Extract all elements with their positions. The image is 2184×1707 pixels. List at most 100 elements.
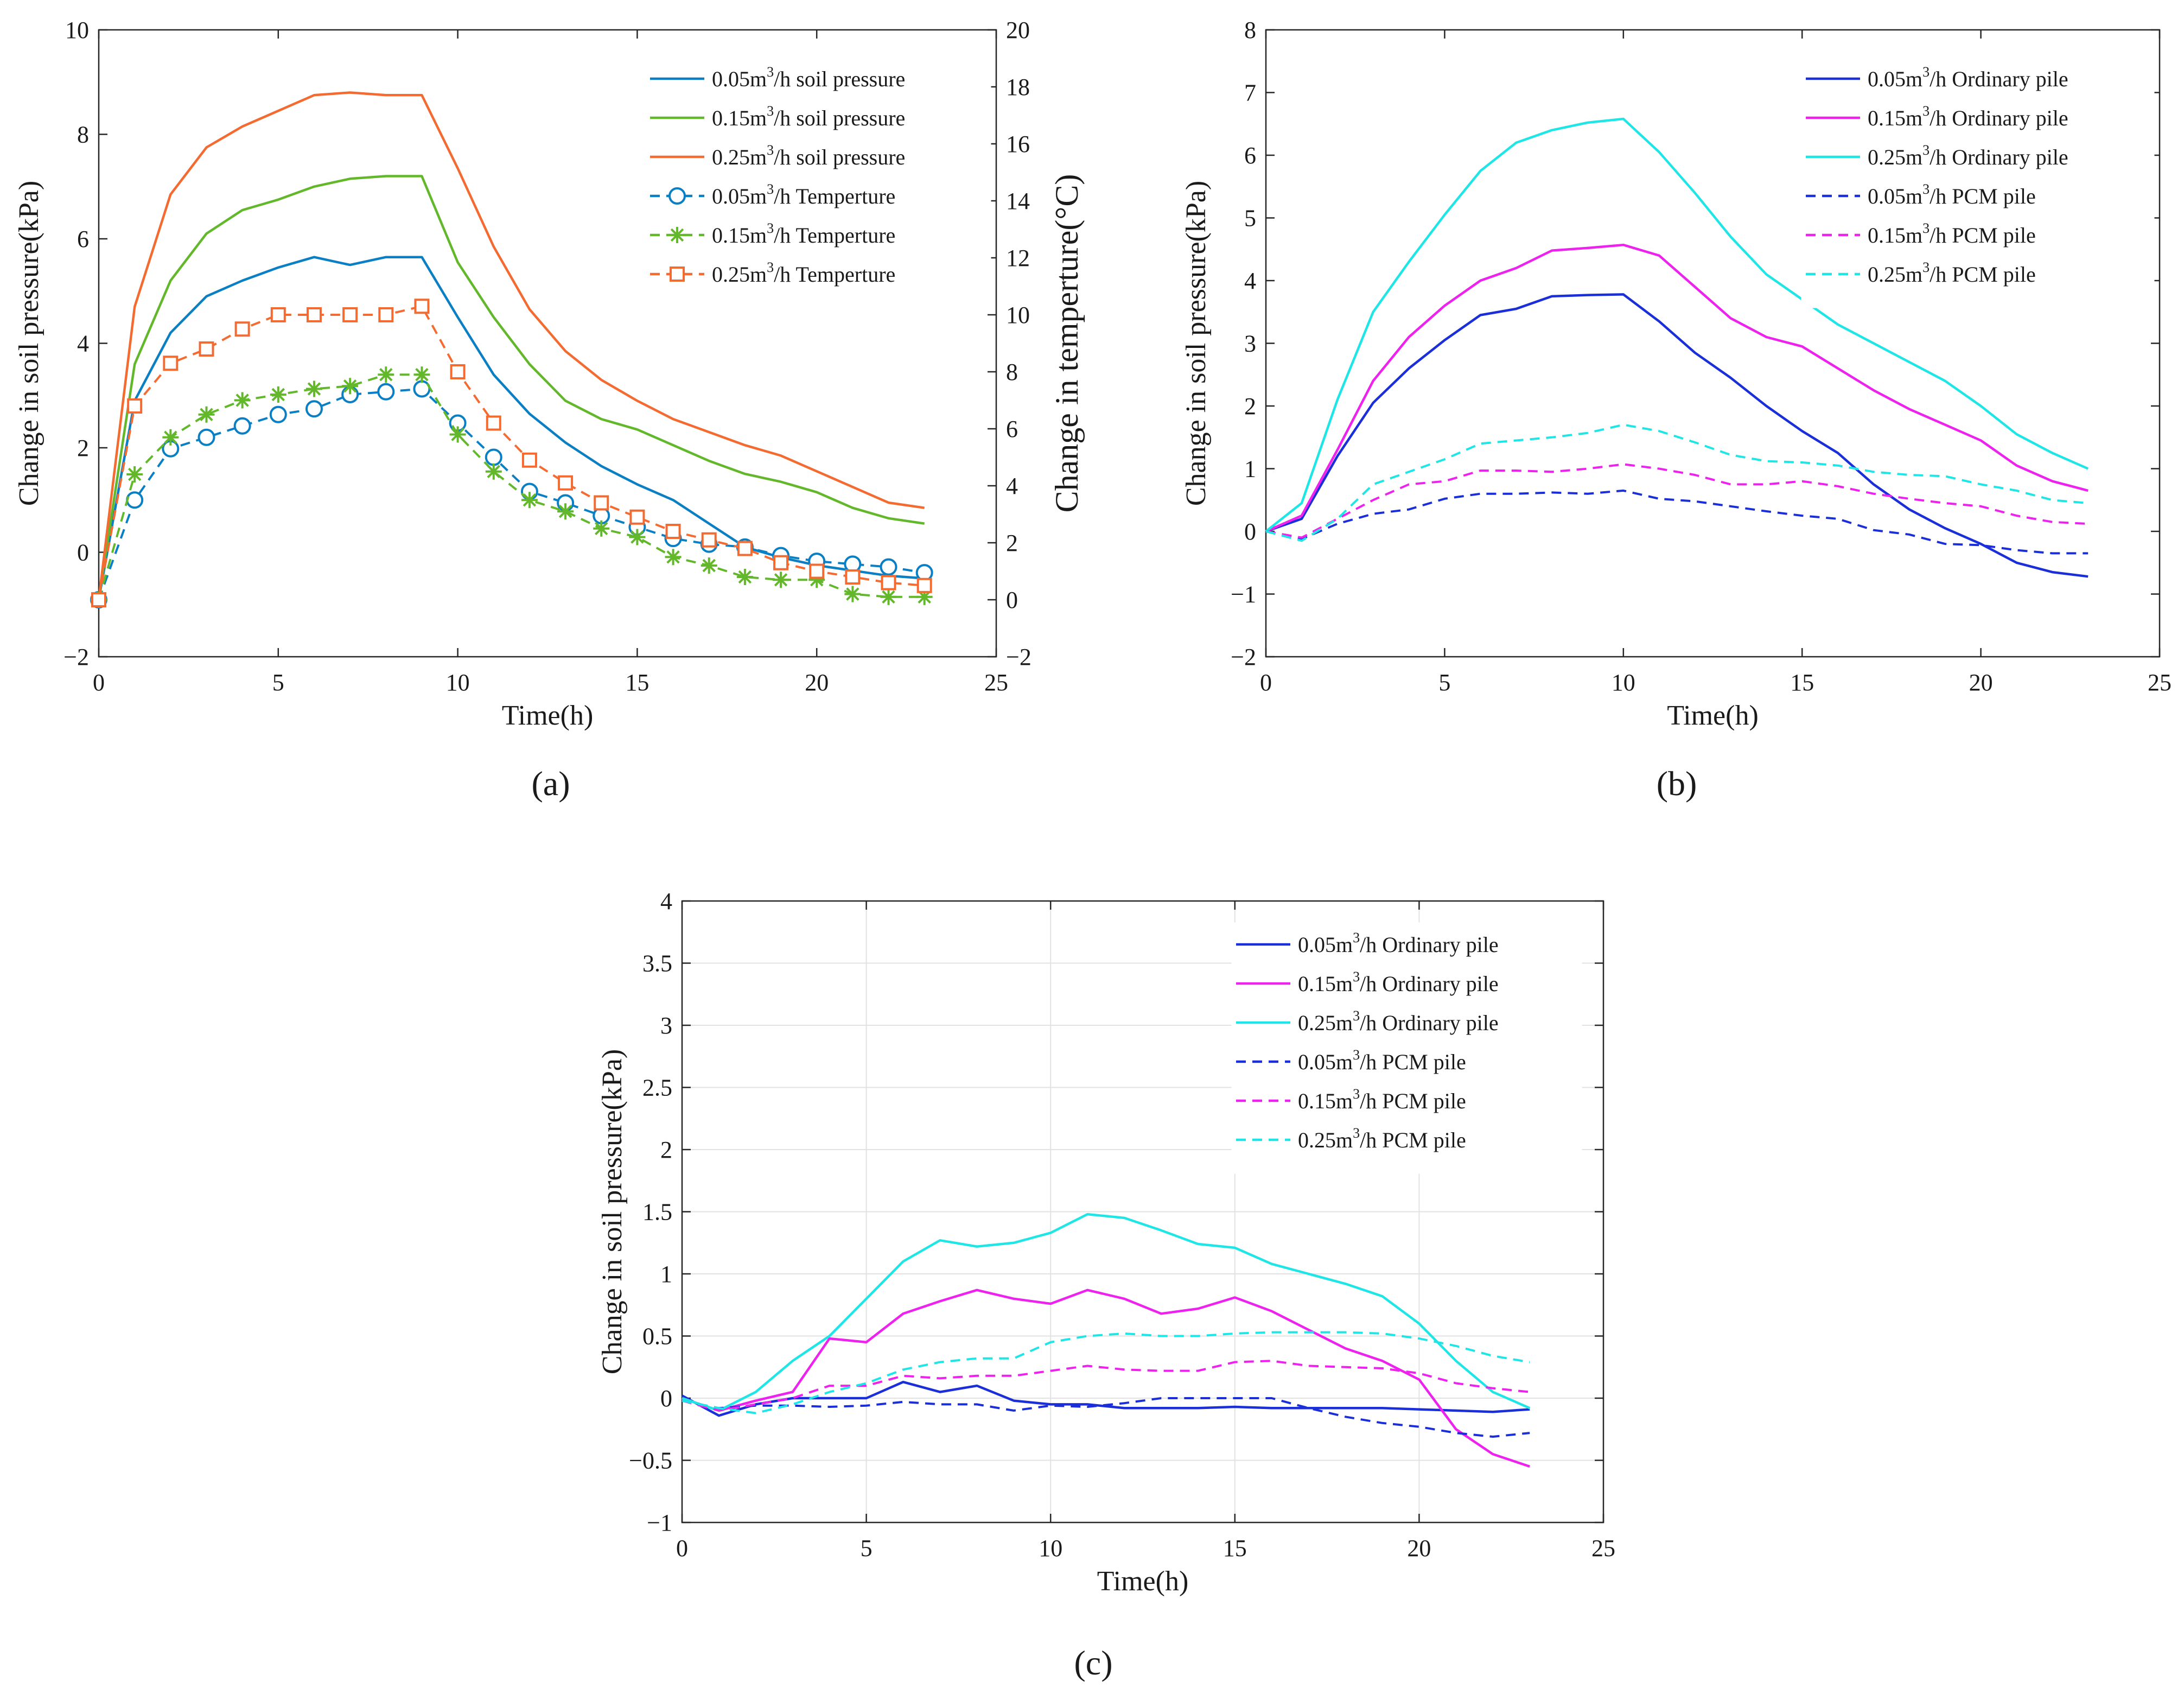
series-3: [1265, 117, 2089, 532]
x-tick-label: 10: [446, 669, 470, 696]
data-point-circle: [668, 187, 686, 205]
x-tick-label: 0: [93, 669, 105, 696]
legend-label: 0.25m3/h Ordinary pile: [1868, 142, 2068, 169]
data-point-square: [127, 398, 143, 414]
x-axis-label: Time(h): [1097, 1566, 1189, 1597]
data-point-square: [414, 299, 430, 314]
series-2: [682, 1289, 1530, 1468]
data-point-square: [521, 452, 537, 468]
series-1: [1265, 293, 2089, 578]
series-5: [682, 1360, 1530, 1412]
y2-tick-label: 14: [1006, 188, 1030, 214]
x-tick-label: 5: [272, 669, 284, 696]
data-point-asterisk: [701, 557, 717, 574]
x-tick-label: 10: [1612, 669, 1635, 696]
x-tick-label: 0: [676, 1535, 688, 1562]
data-point-square: [809, 563, 825, 579]
legend-label: 0.15m3/h PCM pile: [1868, 220, 2036, 248]
series-line: [97, 91, 925, 600]
y-axis-label: Change in soil pressure(kPa): [597, 1049, 628, 1374]
legend-label: 0.25m3/h PCM pile: [1868, 259, 2036, 287]
legend-entry: 0.25m3/h PCM pile: [1236, 1125, 1466, 1152]
series-line: [1265, 489, 2089, 555]
y-tick-label: 0.5: [642, 1323, 672, 1350]
legend-entry: 0.15m3/h Temperture: [650, 220, 895, 248]
data-point-asterisk: [378, 366, 394, 383]
data-point-asterisk: [808, 572, 825, 588]
y-tick-label: 4: [660, 888, 672, 915]
legend-label: 0.15m3/h Temperture: [712, 220, 895, 248]
y-tick-label: 8: [1244, 17, 1256, 43]
legend-label: 0.15m3/h soil pressure: [712, 103, 905, 130]
legend-box: [645, 56, 991, 308]
y2-tick-label: 0: [1006, 587, 1018, 613]
y2-tick-label: 10: [1006, 302, 1030, 328]
series-line: [682, 1331, 1530, 1414]
x-tick-label: 15: [1790, 669, 1814, 696]
legend-entry: 0.25m3/h soil pressure: [650, 142, 905, 169]
legend-entry: 0.05m3/h Temperture: [650, 181, 895, 208]
y2-tick-label: 6: [1006, 416, 1018, 442]
data-point-square: [199, 341, 214, 357]
data-point-asterisk: [198, 406, 215, 423]
legend-entry: 0.25m3/h Ordinary pile: [1236, 1008, 1499, 1035]
data-point-asterisk: [162, 429, 179, 446]
data-point-square: [665, 524, 681, 539]
legend-entry: 0.05m3/h Ordinary pile: [1236, 930, 1499, 957]
data-point-square: [701, 532, 717, 548]
data-point-square: [773, 555, 789, 570]
series-line: [1265, 117, 2089, 532]
legend-label: 0.25m3/h Temperture: [712, 259, 895, 287]
data-point-square: [378, 307, 394, 322]
y-tick-label: 2: [660, 1137, 672, 1163]
data-point-asterisk: [629, 529, 646, 545]
y-tick-label: 2: [77, 435, 89, 461]
y2-tick-label: 12: [1006, 245, 1030, 271]
data-point-asterisk: [270, 386, 286, 403]
data-point-circle: [413, 380, 431, 398]
legend-label: 0.25m3/h soil pressure: [712, 142, 905, 169]
legend-entry: 0.05m3/h soil pressure: [650, 64, 905, 91]
data-point-asterisk: [844, 586, 861, 602]
y-tick-label: 4: [77, 331, 89, 357]
legend-entry: 0.15m3/h Ordinary pile: [1806, 103, 2068, 130]
x-tick-label: 0: [1260, 669, 1272, 696]
legend-label: 0.15m3/h PCM pile: [1298, 1086, 1466, 1113]
y-tick-label: 6: [1244, 142, 1256, 169]
data-point-square: [91, 592, 106, 607]
y-tick-label: −0.5: [629, 1448, 672, 1474]
legend-entry: 0.15m3/h PCM pile: [1236, 1086, 1466, 1113]
data-point-asterisk: [773, 572, 789, 588]
series-1: [97, 256, 925, 600]
series-line: [1265, 243, 2089, 533]
series-3: [682, 1213, 1531, 1412]
data-point-asterisk: [485, 463, 502, 480]
x-tick-label: 10: [1039, 1535, 1062, 1562]
legend-label: 0.05m3/h soil pressure: [712, 64, 905, 91]
y2-axis-label: Change in temperture(°C): [1049, 174, 1085, 513]
y-axis-label: Change in soil pressure(kPa): [1181, 181, 1212, 506]
legend: 0.05m3/h Ordinary pile 0.15m3/h Ordinary …: [1231, 922, 1582, 1174]
legend-label: 0.15m3/h Ordinary pile: [1298, 969, 1499, 996]
y-tick-label: 8: [77, 122, 89, 148]
data-point-asterisk: [449, 426, 466, 443]
data-point-circle: [126, 491, 144, 509]
data-point-asterisk: [880, 588, 897, 605]
y-tick-label: 3.5: [642, 950, 672, 977]
data-point-asterisk: [521, 492, 538, 509]
data-point-square: [881, 575, 896, 591]
series-6: [1265, 423, 2089, 542]
legend: 0.05m3/h Ordinary pile 0.15m3/h Ordinary …: [1801, 56, 2155, 308]
series-line: [97, 256, 925, 600]
series-line: [682, 1213, 1531, 1412]
y-tick-label: −2: [1231, 644, 1256, 670]
data-point-asterisk: [736, 569, 753, 585]
legend-entry: 0.25m3/h PCM pile: [1806, 259, 2036, 287]
x-tick-label: 5: [1438, 669, 1450, 696]
y-tick-label: 4: [1244, 268, 1256, 294]
legend: 0.05m3/h soil pressure 0.15m3/h soil pres…: [645, 56, 991, 308]
y-tick-label: 5: [1244, 205, 1256, 232]
data-point-square: [845, 569, 861, 585]
x-tick-label: 20: [805, 669, 829, 696]
legend-label: 0.25m3/h Ordinary pile: [1298, 1008, 1499, 1035]
